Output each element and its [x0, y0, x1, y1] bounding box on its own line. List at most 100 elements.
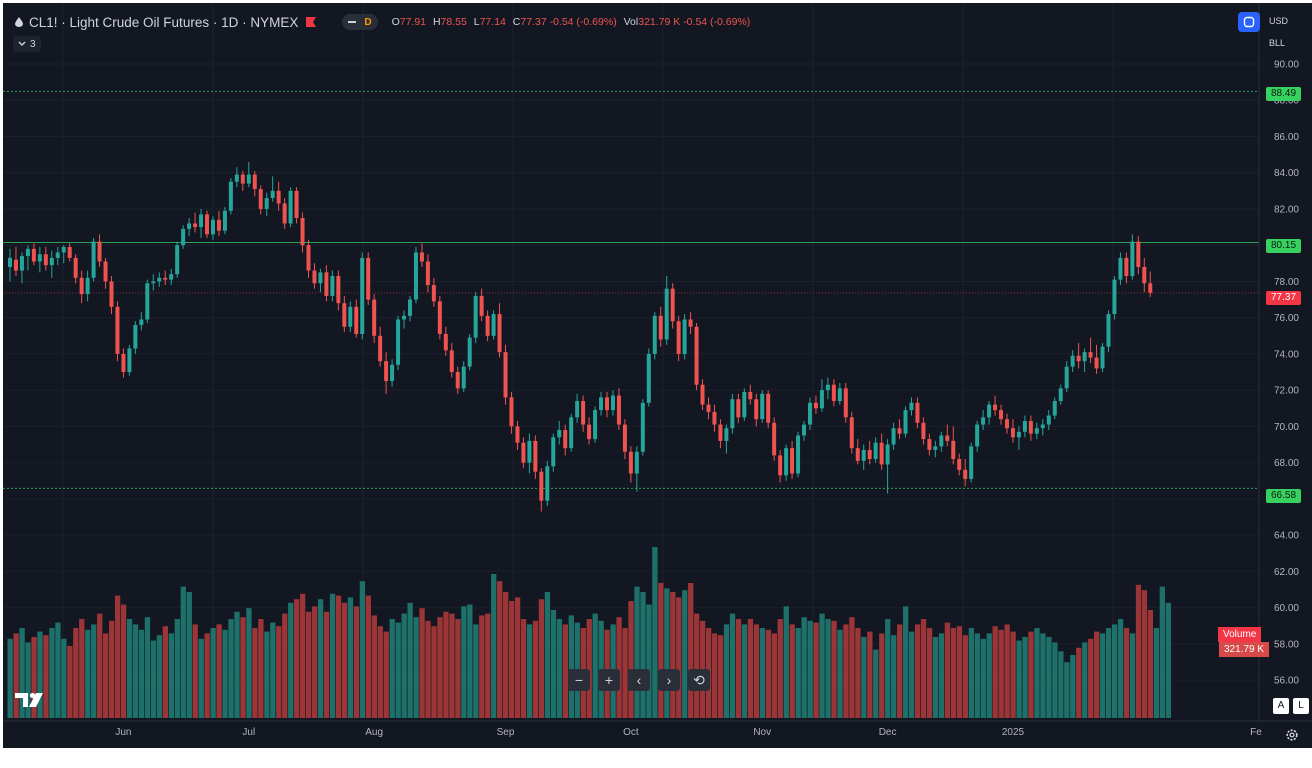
zoom-in-button[interactable]: +: [598, 669, 620, 691]
candle-body[interactable]: [1052, 401, 1057, 416]
reset-chart-button[interactable]: ⟲: [688, 669, 710, 691]
candle-body[interactable]: [688, 319, 693, 327]
candle-body[interactable]: [1112, 279, 1117, 315]
candle-body[interactable]: [605, 397, 609, 411]
interval-pill[interactable]: D: [342, 14, 378, 30]
candle-body[interactable]: [545, 466, 550, 501]
candle-body[interactable]: [1118, 257, 1123, 280]
candle-body[interactable]: [252, 174, 257, 190]
candle-body[interactable]: [402, 315, 407, 320]
candle-body[interactable]: [778, 455, 783, 476]
candle-body[interactable]: [318, 272, 323, 284]
candle-body[interactable]: [139, 319, 144, 325]
candle-body[interactable]: [825, 384, 830, 391]
candle-body[interactable]: [909, 402, 914, 411]
candle-body[interactable]: [915, 402, 920, 423]
candle-body[interactable]: [205, 214, 210, 235]
candle-body[interactable]: [790, 448, 795, 474]
candle-body[interactable]: [413, 252, 418, 300]
candle-body[interactable]: [706, 404, 711, 412]
candle-body[interactable]: [724, 428, 729, 441]
candle-body[interactable]: [867, 449, 872, 460]
candle-body[interactable]: [264, 198, 269, 209]
candle-body[interactable]: [957, 459, 962, 470]
indicator-toggle[interactable]: 3: [13, 36, 41, 52]
candle-body[interactable]: [19, 256, 24, 271]
candle-body[interactable]: [67, 247, 72, 258]
candle-body[interactable]: [951, 440, 956, 460]
candle-body[interactable]: [378, 335, 383, 362]
candle-body[interactable]: [473, 295, 478, 338]
zoom-out-button[interactable]: −: [568, 669, 590, 691]
candle-body[interactable]: [539, 471, 544, 501]
candle-body[interactable]: [921, 422, 926, 440]
candle-body[interactable]: [521, 442, 526, 463]
candle-body[interactable]: [754, 399, 759, 420]
symbol-title[interactable]: CL1! · Light Crude Oil Futures · 1D · NY…: [29, 14, 299, 30]
candle-body[interactable]: [342, 303, 347, 327]
candle-body[interactable]: [455, 372, 460, 389]
candle-body[interactable]: [945, 435, 950, 441]
candle-body[interactable]: [658, 315, 663, 340]
candle-body[interactable]: [270, 190, 275, 199]
candle-body[interactable]: [348, 306, 353, 327]
candle-body[interactable]: [330, 276, 335, 296]
candle-body[interactable]: [1100, 346, 1105, 369]
candle-body[interactable]: [975, 424, 980, 447]
candle-body[interactable]: [551, 437, 556, 467]
candle-body[interactable]: [796, 435, 801, 474]
candle-body[interactable]: [1040, 424, 1045, 429]
candle-body[interactable]: [1130, 241, 1135, 277]
candle-body[interactable]: [807, 402, 812, 425]
candle-body[interactable]: [676, 321, 681, 354]
candle-body[interactable]: [1076, 355, 1081, 362]
candle-body[interactable]: [748, 391, 753, 400]
price-axis[interactable]: [1259, 3, 1312, 748]
candle-body[interactable]: [879, 442, 884, 465]
candle-body[interactable]: [587, 424, 592, 440]
candle-body[interactable]: [1016, 431, 1021, 438]
candle-body[interactable]: [533, 440, 538, 472]
log-scale-button[interactable]: L: [1293, 698, 1309, 714]
currency-unit[interactable]: BLL: [1269, 38, 1286, 48]
candle-body[interactable]: [234, 174, 239, 182]
candle-body[interactable]: [157, 277, 162, 282]
candle-body[interactable]: [1124, 257, 1129, 277]
candle-body[interactable]: [891, 428, 896, 445]
candle-body[interactable]: [461, 366, 466, 389]
scroll-right-button[interactable]: ›: [658, 669, 680, 691]
candle-body[interactable]: [628, 451, 633, 474]
candle-body[interactable]: [593, 410, 598, 440]
candle-body[interactable]: [491, 314, 496, 336]
candle-body[interactable]: [228, 181, 233, 211]
candle-body[interactable]: [742, 391, 747, 418]
candle-body[interactable]: [354, 306, 359, 334]
candle-body[interactable]: [610, 395, 615, 411]
candle-body[interactable]: [121, 353, 126, 373]
candle-body[interactable]: [969, 446, 974, 479]
candle-body[interactable]: [1022, 420, 1027, 432]
candle-body[interactable]: [384, 361, 389, 382]
candle-body[interactable]: [1046, 415, 1051, 425]
candle-body[interactable]: [103, 261, 108, 282]
candle-body[interactable]: [115, 306, 120, 354]
candle-body[interactable]: [760, 393, 765, 420]
candle-body[interactable]: [246, 174, 251, 184]
currency-selector[interactable]: USD BLL: [1266, 10, 1312, 58]
candle-body[interactable]: [963, 469, 968, 479]
candle-body[interactable]: [443, 333, 448, 351]
candle-body[interactable]: [133, 324, 138, 349]
candle-body[interactable]: [766, 393, 771, 423]
candle-body[interactable]: [736, 399, 741, 418]
candle-body[interactable]: [390, 364, 395, 382]
candle-body[interactable]: [855, 448, 860, 461]
candle-body[interactable]: [993, 404, 998, 411]
candle-body[interactable]: [802, 424, 807, 436]
candle-body[interactable]: [85, 277, 90, 295]
candle-body[interactable]: [396, 319, 401, 365]
candle-body[interactable]: [527, 440, 532, 463]
candle-body[interactable]: [37, 254, 42, 262]
candle-body[interactable]: [372, 299, 377, 336]
candle-body[interactable]: [981, 417, 986, 425]
candle-body[interactable]: [73, 257, 78, 278]
